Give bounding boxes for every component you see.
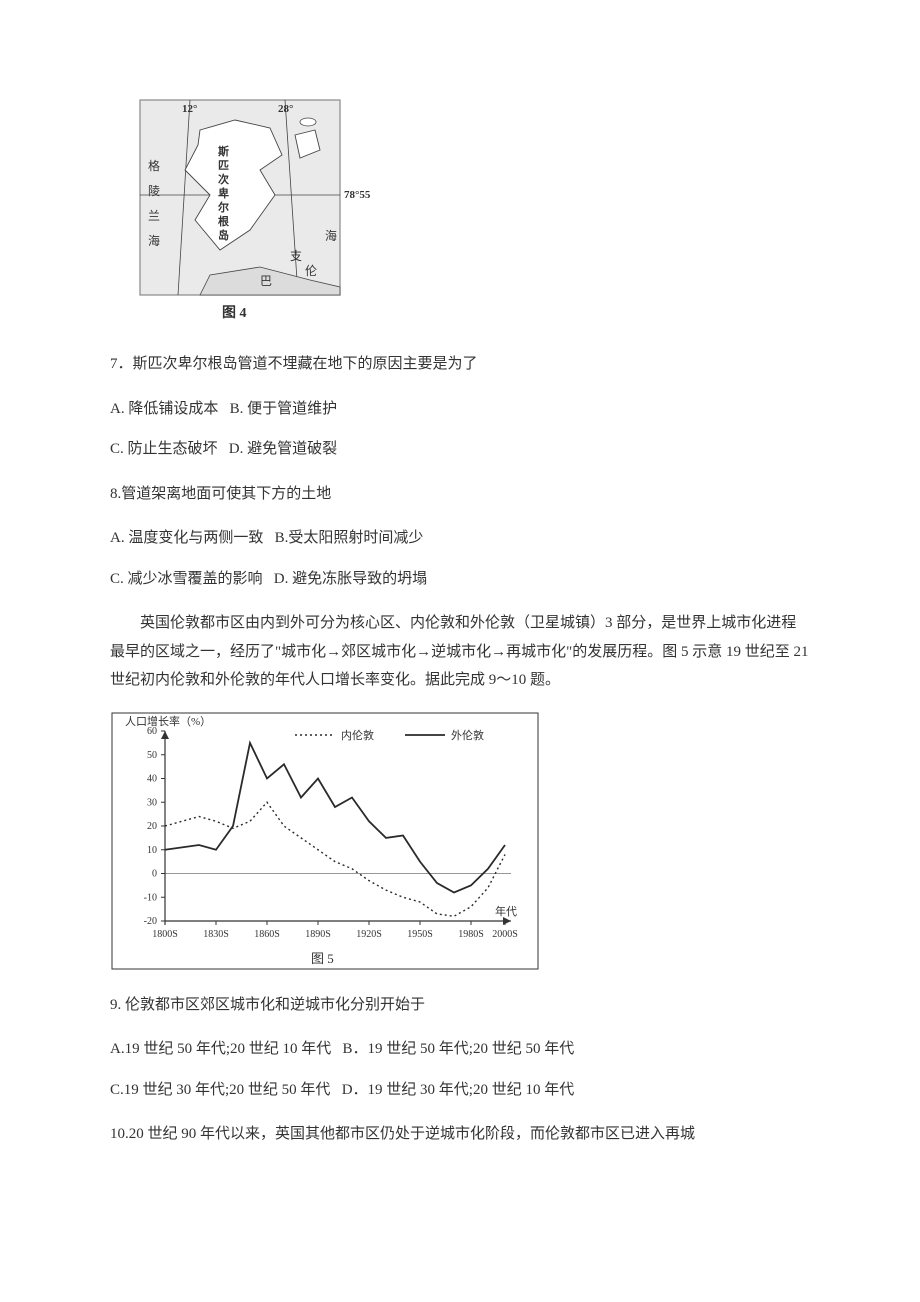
- svg-text:1920S: 1920S: [356, 929, 382, 940]
- q9-options: A.19 世纪 50 年代;20 世纪 10 年代 B．19 世纪 50 年代;…: [110, 1035, 810, 1104]
- q8-optD: D. 避免冻胀导致的坍塌: [274, 571, 427, 587]
- svg-text:伦: 伦: [305, 263, 317, 278]
- q9-optD: D．19 世纪 30 年代;20 世纪 10 年代: [342, 1082, 575, 1098]
- svg-text:10: 10: [147, 844, 157, 855]
- q8-optA: A. 温度变化与两侧一致: [110, 530, 263, 546]
- svg-text:外伦敦: 外伦敦: [451, 728, 484, 742]
- q7-optD: D. 避免管道破裂: [229, 441, 337, 457]
- q7-optA: A. 降低铺设成本: [110, 401, 218, 417]
- svg-text:内伦敦: 内伦敦: [341, 728, 374, 742]
- svg-text:1830S: 1830S: [203, 929, 229, 940]
- svg-text:人口增长率（%）: 人口增长率（%）: [125, 714, 211, 728]
- figure-4: 12°28°78°55'N格陵兰海斯匹次卑尔根岛巴支伦海图 4: [110, 90, 810, 330]
- svg-text:1890S: 1890S: [305, 929, 331, 940]
- svg-text:60: 60: [147, 726, 157, 737]
- svg-text:20: 20: [147, 821, 157, 832]
- svg-text:12°: 12°: [182, 103, 197, 115]
- svg-text:2000S: 2000S: [492, 929, 518, 940]
- svg-text:28°: 28°: [278, 103, 293, 115]
- svg-text:兰: 兰: [148, 209, 160, 223]
- passage-2: 英国伦敦都市区由内到外可分为核心区、内伦敦和外伦敦（卫星城镇）3 部分，是世界上…: [110, 609, 810, 695]
- svg-text:1950S: 1950S: [407, 929, 433, 940]
- q8-optB: B.受太阳照射时间减少: [275, 530, 424, 546]
- q7-options: A. 降低铺设成本 B. 便于管道维护 C. 防止生态破坏 D. 避免管道破裂: [110, 395, 810, 464]
- q7-stem: 7．斯匹次卑尔根岛管道不埋藏在地下的原因主要是为了: [110, 350, 810, 379]
- svg-text:年代: 年代: [495, 904, 517, 918]
- q9-optB: B．19 世纪 50 年代;20 世纪 50 年代: [343, 1041, 575, 1057]
- svg-text:海: 海: [325, 228, 337, 243]
- svg-text:卑: 卑: [218, 186, 229, 200]
- svg-text:格: 格: [148, 158, 160, 173]
- q9-optA: A.19 世纪 50 年代;20 世纪 10 年代: [110, 1041, 331, 1057]
- q9-optC: C.19 世纪 30 年代;20 世纪 50 年代: [110, 1082, 330, 1098]
- svg-text:图 5: 图 5: [311, 951, 334, 966]
- svg-text:巴: 巴: [260, 274, 272, 288]
- svg-text:-20: -20: [144, 916, 157, 927]
- svg-text:岛: 岛: [218, 228, 229, 242]
- svg-text:1860S: 1860S: [254, 929, 280, 940]
- q8-optC: C. 减少冰雪覆盖的影响: [110, 571, 263, 587]
- svg-text:匹: 匹: [218, 159, 229, 172]
- svg-text:0: 0: [152, 868, 157, 879]
- svg-text:50: 50: [147, 749, 157, 760]
- svg-text:尔: 尔: [217, 200, 229, 214]
- svg-text:40: 40: [147, 773, 157, 784]
- svg-text:陵: 陵: [148, 184, 160, 198]
- svg-text:根: 根: [218, 214, 230, 228]
- q7-optC: C. 防止生态破坏: [110, 441, 218, 457]
- svg-text:78°55'N: 78°55'N: [344, 189, 370, 201]
- svg-text:斯: 斯: [218, 144, 229, 158]
- svg-text:-10: -10: [144, 892, 157, 903]
- q9-stem: 9. 伦敦都市区郊区城市化和逆城市化分别开始于: [110, 991, 810, 1020]
- svg-text:1980S: 1980S: [458, 929, 484, 940]
- svg-text:30: 30: [147, 797, 157, 808]
- q10-stem: 10.20 世纪 90 年代以来，英国其他都市区仍处于逆城市化阶段，而伦敦都市区…: [110, 1120, 810, 1149]
- svg-text:图 4: 图 4: [222, 305, 247, 321]
- svg-text:1800S: 1800S: [152, 929, 178, 940]
- figure-5: 人口增长率（%） -20 -10 0 10 20 30 40 50 60 1800S 1830S 186…: [110, 711, 810, 971]
- q8-stem: 8.管道架离地面可使其下方的土地: [110, 480, 810, 509]
- svg-text:海: 海: [148, 233, 160, 248]
- svg-text:次: 次: [218, 172, 229, 186]
- q8-options: A. 温度变化与两侧一致 B.受太阳照射时间减少 C. 减少冰雪覆盖的影响 D.…: [110, 524, 810, 593]
- svg-text:支: 支: [290, 249, 302, 263]
- q7-optB: B. 便于管道维护: [230, 401, 338, 417]
